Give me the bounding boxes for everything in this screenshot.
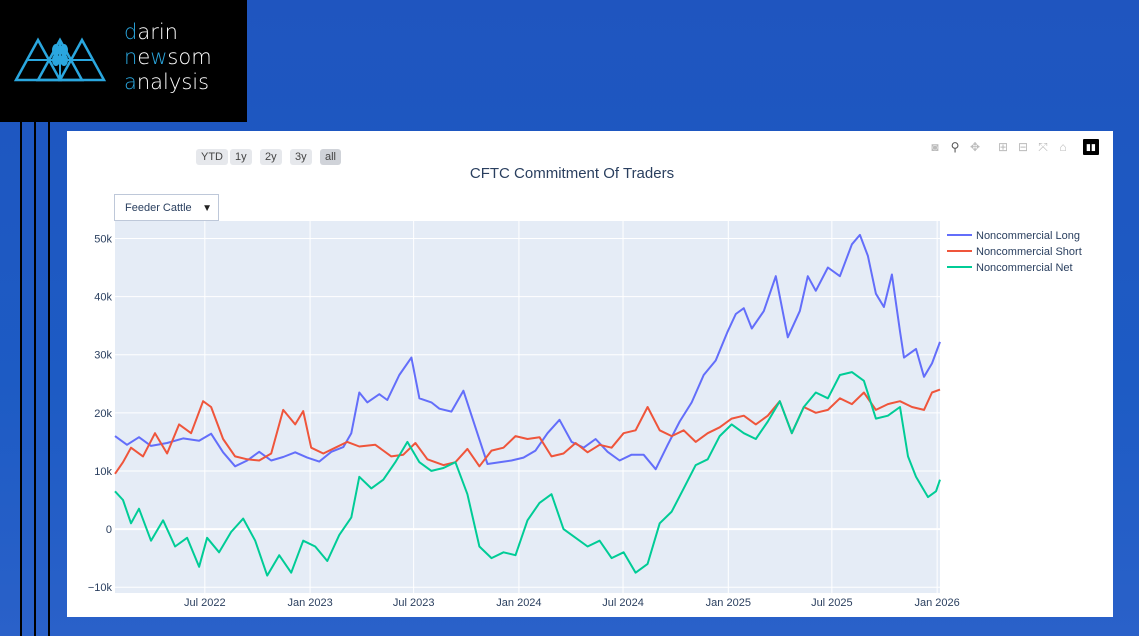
series-line-short[interactable] — [114, 388, 941, 475]
home-icon[interactable]: ⌂ — [1059, 140, 1067, 154]
x-tick-label: Jan 2026 — [915, 597, 960, 609]
x-tick-label: Jul 2025 — [811, 597, 853, 609]
y-tick-label: 50k — [94, 233, 112, 245]
plotly-logo-icon[interactable]: ▮▮ — [1083, 139, 1099, 155]
brand-line-1: darin — [124, 20, 178, 44]
range-button-ytd[interactable]: YTD — [196, 149, 228, 165]
decor-line — [20, 122, 22, 636]
y-tick-label: 40k — [94, 292, 112, 304]
decor-line — [48, 122, 50, 636]
y-tick-label: 20k — [94, 408, 112, 420]
commodity-dropdown[interactable]: Feeder Cattle ▼ — [114, 194, 219, 221]
x-tick-label: Jul 2022 — [184, 597, 226, 609]
plot-area — [115, 221, 940, 593]
y-tick-label: 0 — [106, 524, 112, 536]
brand-line-3: analysis — [124, 70, 210, 94]
legend-label-short[interactable]: Noncommercial Short — [976, 246, 1082, 258]
series-line-long[interactable] — [114, 233, 941, 471]
y-tick-label: 30k — [94, 350, 112, 362]
x-tick-label: Jan 2025 — [706, 597, 751, 609]
y-tick-label: −10k — [88, 582, 113, 594]
x-tick-label: Jan 2023 — [287, 597, 332, 609]
logo-mark-icon — [13, 37, 107, 82]
chevron-down-icon: ▼ — [202, 203, 212, 214]
pan-icon[interactable]: ✥ — [969, 140, 981, 154]
brand-line-2: newsom — [124, 45, 212, 69]
brand-wordmark: darin newsom analysis — [124, 20, 212, 95]
camera-icon[interactable]: ◙ — [931, 140, 939, 154]
legend: Noncommercial Long Noncommercial Short Non… — [947, 230, 1082, 274]
x-tick-label: Jul 2023 — [393, 597, 435, 609]
range-button-2y[interactable]: 2y — [260, 149, 282, 165]
x-tick-label: Jan 2024 — [496, 597, 541, 609]
line-chart: −10k 0 10k 20k 30k 40k 50k Jul 2022 Jan 2023 Jul… — [88, 221, 1082, 609]
autoscale-icon[interactable]: ⤧ — [1038, 140, 1048, 154]
legend-label-net[interactable]: Noncommercial Net — [976, 262, 1073, 274]
y-tick-label: 10k — [94, 466, 112, 478]
series-line-net[interactable] — [114, 371, 941, 577]
range-button-3y[interactable]: 3y — [290, 149, 312, 165]
modebar: ◙ ⚲ ✥ ⊞ ⊟ ⤧ ⌂ ▮▮ — [927, 139, 1099, 155]
zoom-out-icon[interactable]: ⊟ — [1017, 140, 1029, 154]
x-tick-label: Jul 2024 — [602, 597, 644, 609]
zoom-in-icon[interactable]: ⊞ — [997, 140, 1009, 154]
chart-panel: YTD 1y 2y 3y all CFTC Commitment Of Trad… — [67, 131, 1113, 617]
range-button-1y[interactable]: 1y — [230, 149, 252, 165]
legend-label-long[interactable]: Noncommercial Long — [976, 230, 1080, 242]
range-button-all[interactable]: all — [320, 149, 342, 165]
commodity-dropdown-value: Feeder Cattle — [125, 202, 192, 214]
decor-line — [34, 122, 36, 636]
chart-title: CFTC Commitment Of Traders — [469, 165, 675, 182]
zoom-icon[interactable]: ⚲ — [950, 140, 960, 154]
brand-logo: darin newsom analysis — [0, 0, 247, 122]
